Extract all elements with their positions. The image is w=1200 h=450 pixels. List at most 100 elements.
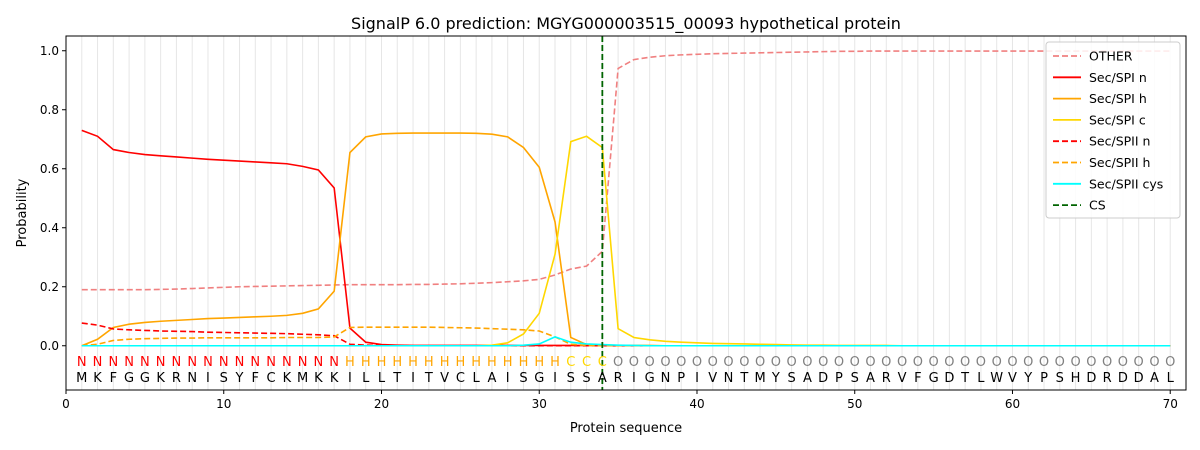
- residue-letter: I: [553, 371, 557, 386]
- region-label: H: [550, 355, 560, 370]
- y-tick-label: 0.6: [40, 162, 59, 176]
- region-label: H: [455, 355, 465, 370]
- region-label: N: [203, 355, 213, 370]
- region-label: C: [598, 355, 607, 370]
- series-line-sec-spii-cys: [81, 336, 1171, 347]
- legend-label: Sec/SPII n: [1089, 134, 1150, 149]
- residue-letter: I: [695, 371, 699, 386]
- x-tick-label: 10: [216, 397, 231, 411]
- x-tick-label: 60: [1005, 397, 1020, 411]
- residue-letter: V: [1008, 371, 1017, 386]
- residue-letter: N: [661, 371, 671, 386]
- residue-letter: N: [187, 371, 197, 386]
- residue-letter: I: [348, 371, 352, 386]
- residue-letter: F: [110, 371, 117, 386]
- residue-letter: A: [866, 371, 875, 386]
- region-label: O: [881, 355, 891, 370]
- legend-label: Sec/SPI n: [1089, 70, 1147, 85]
- region-label: O: [992, 355, 1002, 370]
- region-label: O: [834, 355, 844, 370]
- residue-letter: K: [93, 371, 102, 386]
- region-label: N: [266, 355, 276, 370]
- region-label: H: [424, 355, 434, 370]
- region-label: N: [140, 355, 150, 370]
- region-label: N: [124, 355, 134, 370]
- plot-frame: [65, 35, 1187, 391]
- residue-letter: S: [220, 371, 228, 386]
- residue-letter: K: [314, 371, 323, 386]
- region-label: N: [329, 355, 339, 370]
- region-label: C: [582, 355, 591, 370]
- region-label: O: [660, 355, 670, 370]
- grid-lines: [81, 36, 1171, 390]
- region-label: N: [172, 355, 182, 370]
- residue-letter: L: [473, 371, 481, 386]
- region-label: H: [361, 355, 371, 370]
- residue-letter: G: [140, 371, 150, 386]
- region-label: H: [519, 355, 529, 370]
- x-axis-label: Protein sequence: [570, 421, 682, 436]
- series-layer: [81, 50, 1171, 347]
- region-label: O: [613, 355, 623, 370]
- legend-label: OTHER: [1089, 49, 1133, 64]
- region-label: H: [440, 355, 450, 370]
- residue-letter: S: [519, 371, 527, 386]
- residue-letter: G: [929, 371, 939, 386]
- residue-letter: P: [677, 371, 685, 386]
- residue-letter: I: [506, 371, 510, 386]
- region-label: O: [1149, 355, 1159, 370]
- legend-label: Sec/SPI c: [1089, 112, 1146, 127]
- region-label: N: [93, 355, 103, 370]
- residue-letter: M: [76, 371, 87, 386]
- residue-letter: W: [990, 371, 1003, 386]
- region-label: O: [739, 355, 749, 370]
- y-tick-label: 1.0: [40, 44, 59, 58]
- region-label: O: [787, 355, 797, 370]
- legend-label: Sec/SPII h: [1089, 155, 1150, 170]
- residue-letter: C: [267, 371, 276, 386]
- residue-letter: R: [614, 371, 623, 386]
- residue-letter: D: [1086, 371, 1096, 386]
- residue-letter: T: [960, 371, 969, 386]
- residue-letter: C: [456, 371, 465, 386]
- y-tick-label: 0.0: [40, 339, 59, 353]
- residue-letter: D: [944, 371, 954, 386]
- region-label: O: [1118, 355, 1128, 370]
- region-label: O: [913, 355, 923, 370]
- region-label: H: [345, 355, 355, 370]
- residue-letter: I: [411, 371, 415, 386]
- region-label: N: [235, 355, 245, 370]
- residue-labels: NMNKNFNGNGNKNRNNNINSNYNFNCNKNMNKNKHIHLHL…: [76, 355, 1175, 386]
- region-label: O: [676, 355, 686, 370]
- region-label: H: [377, 355, 387, 370]
- region-label: H: [534, 355, 544, 370]
- region-label: N: [298, 355, 308, 370]
- legend-label: Sec/SPII cys: [1089, 176, 1163, 191]
- region-label: O: [850, 355, 860, 370]
- region-label: H: [487, 355, 497, 370]
- residue-letter: F: [914, 371, 921, 386]
- residue-letter: V: [898, 371, 907, 386]
- region-label: O: [692, 355, 702, 370]
- residue-letter: R: [1103, 371, 1112, 386]
- residue-letter: A: [1150, 371, 1159, 386]
- region-label: O: [645, 355, 655, 370]
- series-line-other: [81, 50, 1171, 291]
- x-tick-label: 70: [1163, 397, 1178, 411]
- residue-letter: L: [378, 371, 386, 386]
- residue-letter: Y: [235, 371, 244, 386]
- residue-letter: R: [882, 371, 891, 386]
- region-label: N: [187, 355, 197, 370]
- region-label: O: [1039, 355, 1049, 370]
- region-label: O: [708, 355, 718, 370]
- y-axis: 0.0 0.2 0.4 0.6 0.8 1.0: [40, 44, 66, 353]
- residue-letter: F: [252, 371, 259, 386]
- residue-letter: D: [1118, 371, 1128, 386]
- residue-letter: Y: [771, 371, 780, 386]
- residue-letter: S: [851, 371, 859, 386]
- region-label: N: [219, 355, 229, 370]
- y-tick-label: 0.8: [40, 103, 59, 117]
- residue-letter: V: [708, 371, 717, 386]
- region-label: O: [944, 355, 954, 370]
- x-tick-label: 20: [374, 397, 389, 411]
